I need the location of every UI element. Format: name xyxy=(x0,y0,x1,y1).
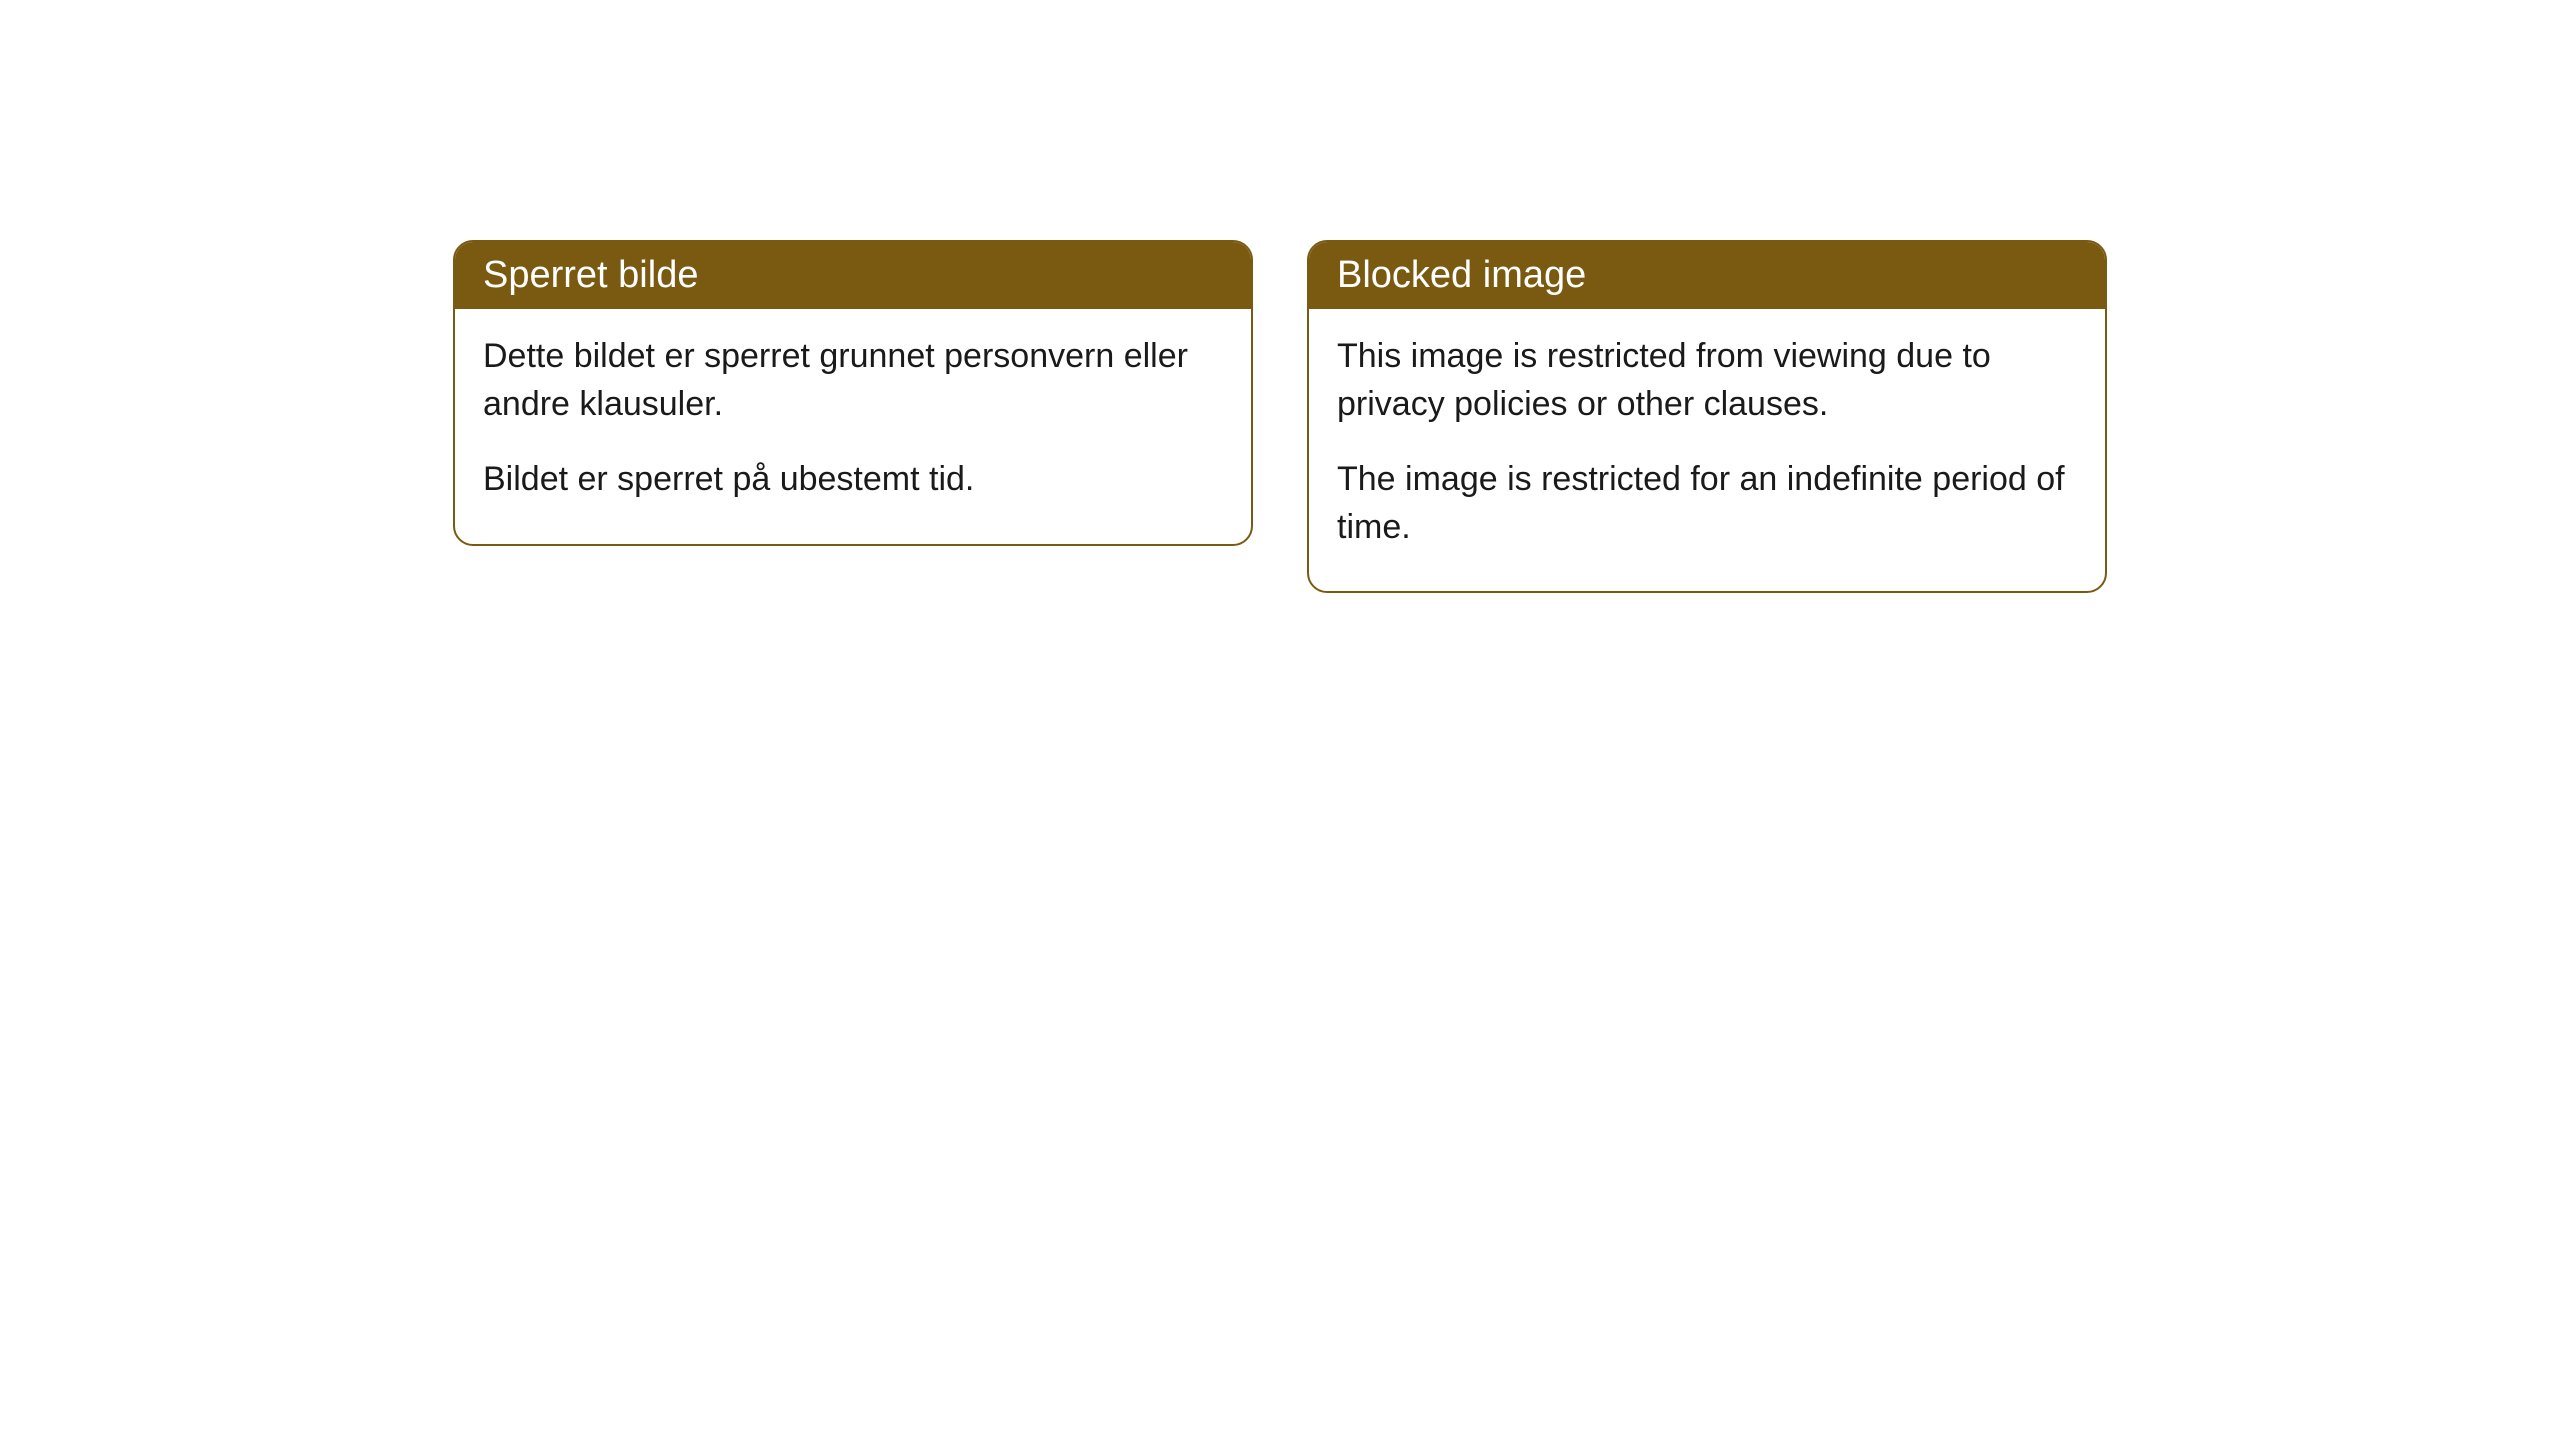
notices-container: Sperret bilde Dette bildet er sperret gr… xyxy=(453,240,2107,1440)
notice-card-norwegian: Sperret bilde Dette bildet er sperret gr… xyxy=(453,240,1253,546)
card-paragraph-1-norwegian: Dette bildet er sperret grunnet personve… xyxy=(483,333,1223,428)
card-paragraph-2-english: The image is restricted for an indefinit… xyxy=(1337,456,2077,551)
card-header-english: Blocked image xyxy=(1309,242,2105,309)
card-title-english: Blocked image xyxy=(1337,254,1586,296)
card-body-norwegian: Dette bildet er sperret grunnet personve… xyxy=(455,309,1251,544)
card-header-norwegian: Sperret bilde xyxy=(455,242,1251,309)
card-title-norwegian: Sperret bilde xyxy=(483,254,698,296)
notice-card-english: Blocked image This image is restricted f… xyxy=(1307,240,2107,593)
card-body-english: This image is restricted from viewing du… xyxy=(1309,309,2105,591)
card-paragraph-1-english: This image is restricted from viewing du… xyxy=(1337,333,2077,428)
card-paragraph-2-norwegian: Bildet er sperret på ubestemt tid. xyxy=(483,456,1223,504)
